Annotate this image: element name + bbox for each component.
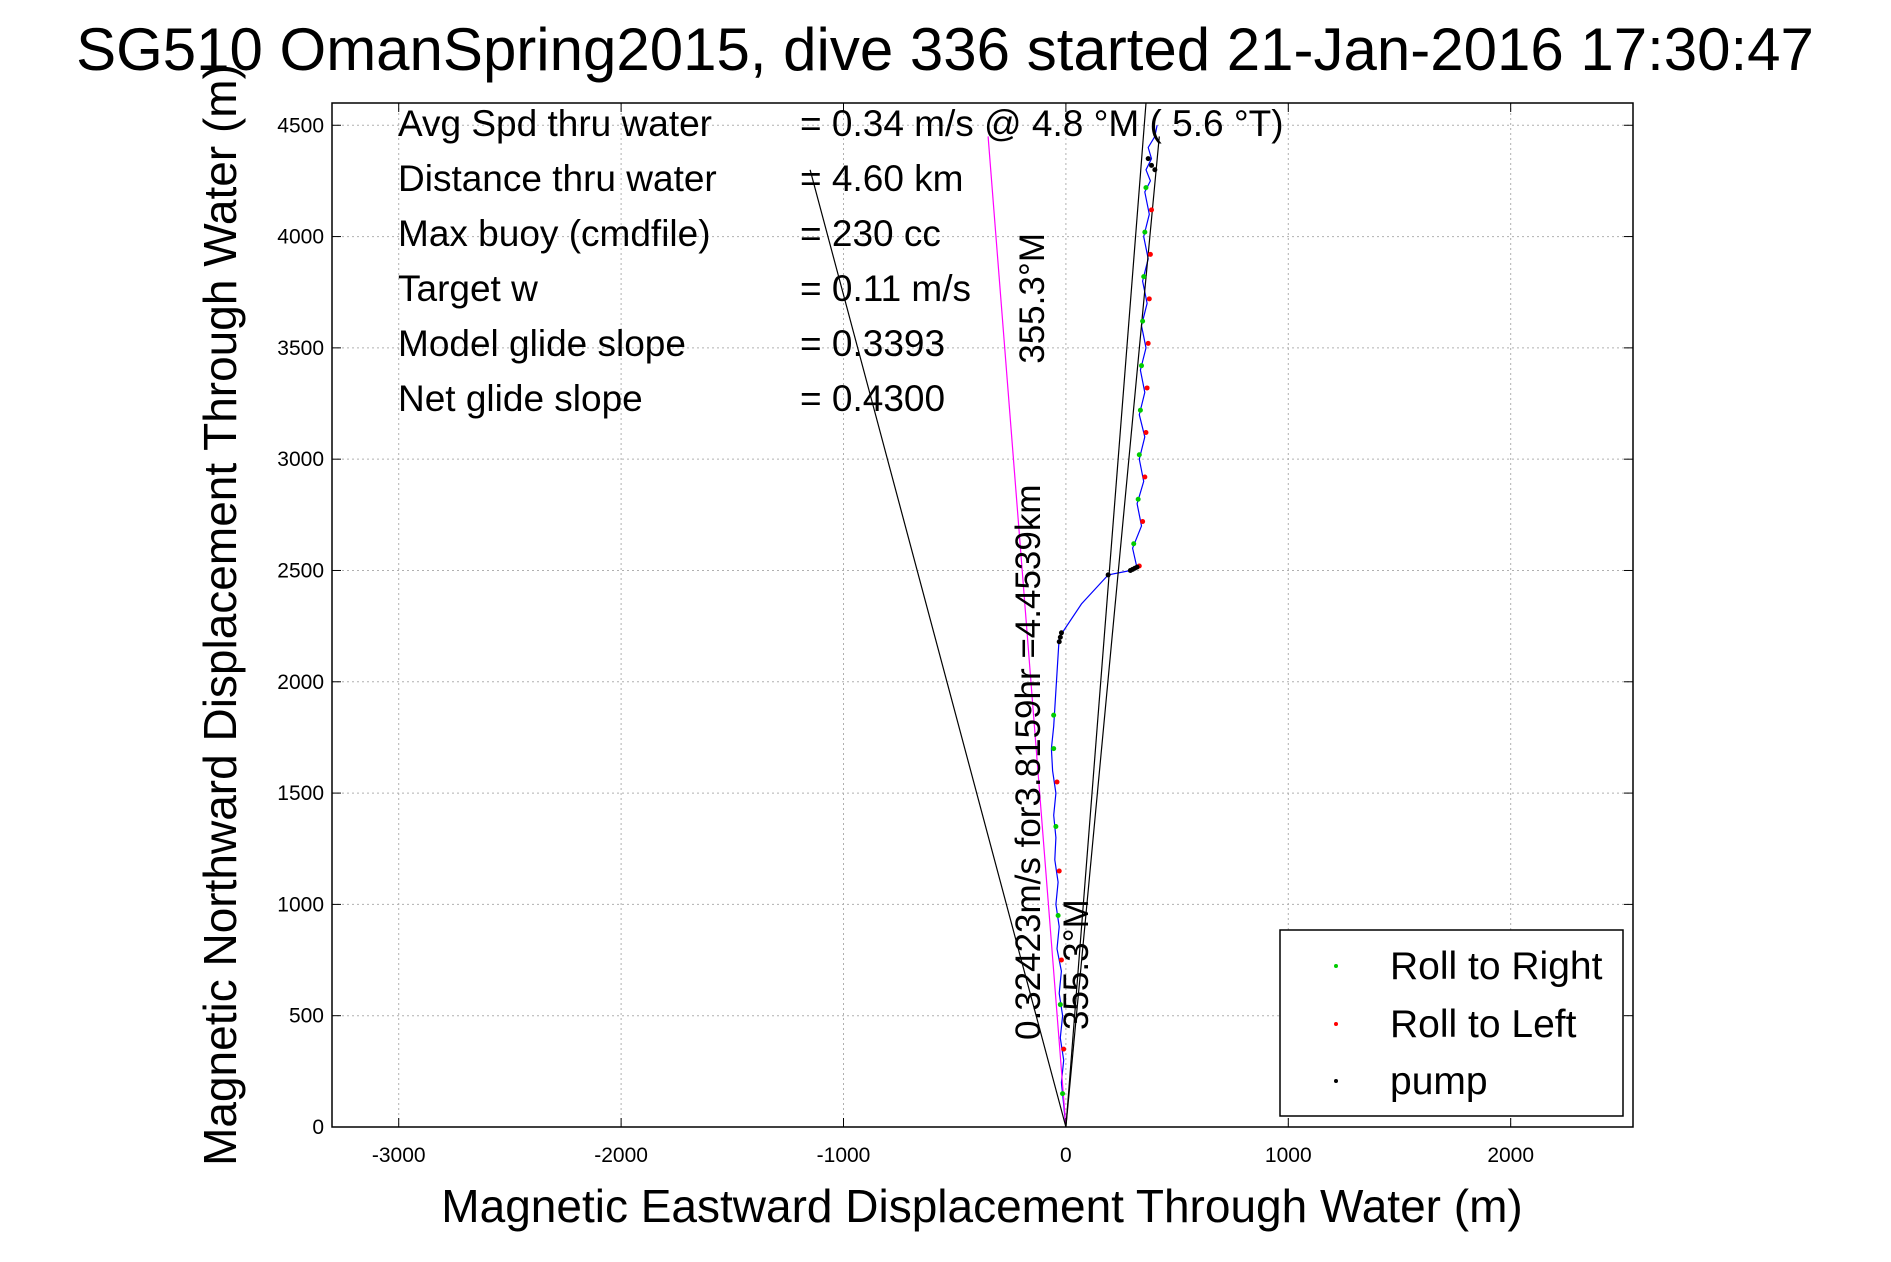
annotation-value: = 0.4300 (800, 378, 945, 419)
point-roll-to-right (1143, 185, 1149, 191)
chart-title: SG510 OmanSpring2015, dive 336 started 2… (76, 16, 1814, 83)
point-roll-to-right (1055, 913, 1061, 919)
y-tick-label: 0 (312, 1116, 324, 1139)
x-tick-label: -3000 (372, 1144, 426, 1167)
legend-marker-pump (1334, 1079, 1338, 1083)
point-roll-to-right (1131, 541, 1137, 547)
legend-label-roll-right: Roll to Right (1390, 945, 1603, 988)
point-roll-to-right (1053, 823, 1059, 829)
series-line-heading-line-black (809, 169, 1067, 1128)
point-roll-to-left (1147, 251, 1153, 257)
point-roll-to-right (1139, 363, 1145, 369)
y-tick-label: 2500 (277, 559, 324, 582)
speed-distance-label: 0.32423m/s for3.8159hr =4.4539km (1009, 484, 1048, 1040)
legend-label-pump: pump (1390, 1060, 1488, 1103)
point-roll-to-left (1140, 519, 1146, 525)
annotation-value: = 0.11 m/s (800, 268, 971, 309)
point-roll-to-right (1141, 274, 1147, 280)
data-points (1051, 156, 1158, 1097)
y-tick-label: 2000 (277, 671, 324, 694)
point-pump (1105, 572, 1111, 578)
x-tick-label: 1000 (1265, 1144, 1312, 1167)
point-pump (1057, 634, 1063, 640)
legend-marker-roll-right (1334, 964, 1338, 968)
annotation-label: Target w (398, 268, 538, 309)
y-axis-label: Magnetic Northward Displacement Through … (194, 64, 246, 1166)
point-pump (1134, 564, 1140, 570)
annotation-value: = 0.3393 (800, 323, 945, 364)
y-tick-label: 1500 (277, 782, 324, 805)
point-roll-to-right (1135, 496, 1141, 502)
series-line-net-track-line (1065, 102, 1147, 1128)
annotation-value: = 230 cc (800, 213, 941, 254)
point-pump (1058, 630, 1064, 636)
annotation-label: Distance thru water (398, 158, 717, 199)
plot-frame (331, 102, 1634, 1128)
x-tick-label: -2000 (594, 1144, 648, 1167)
legend-label-roll-left: Roll to Left (1390, 1003, 1577, 1046)
stats-annotations: Avg Spd thru water = 0.34 m/s @ 4.8 °M (… (398, 103, 1284, 419)
point-roll-to-right (1137, 407, 1143, 413)
x-tick-label: 2000 (1487, 1144, 1534, 1167)
grid (332, 103, 1633, 1128)
point-roll-to-left (1143, 429, 1149, 435)
point-roll-to-right (1051, 712, 1057, 718)
y-tick-label: 500 (289, 1005, 324, 1028)
x-tick-label: 0 (1060, 1144, 1072, 1167)
point-roll-to-left (1145, 340, 1151, 346)
y-tick-label: 1000 (277, 893, 324, 916)
point-roll-to-left (1058, 957, 1064, 963)
heading-label-bottom: 355.3°M (1057, 899, 1096, 1030)
y-tick-label: 4000 (277, 226, 324, 249)
data-lines (809, 102, 1160, 1128)
x-tick-label: -1000 (817, 1144, 871, 1167)
annotation-value: = 0.34 m/s @ 4.8 °M ( 5.6 °T) (800, 103, 1284, 144)
legend-marker-roll-left (1334, 1022, 1338, 1026)
point-roll-to-left (1146, 296, 1152, 302)
point-roll-to-right (1136, 452, 1142, 458)
y-tick-label: 3000 (277, 448, 324, 471)
series-line-heading-line-magenta (987, 136, 1067, 1128)
point-roll-to-left (1054, 779, 1060, 785)
annotation-value: = 4.60 km (800, 158, 964, 199)
point-roll-to-right (1051, 746, 1057, 752)
heading-label-top: 355.3°M (1013, 233, 1052, 364)
point-pump (1152, 167, 1158, 173)
point-roll-to-left (1056, 868, 1062, 874)
point-roll-to-left (1061, 1046, 1067, 1052)
point-roll-to-left (1144, 385, 1150, 391)
point-roll-to-right (1060, 1091, 1066, 1097)
annotation-label: Model glide slope (398, 323, 686, 364)
y-tick-label: 3500 (277, 337, 324, 360)
y-tick-label: 4500 (277, 114, 324, 137)
point-roll-to-left (1149, 207, 1155, 213)
point-roll-to-right (1140, 318, 1146, 324)
point-pump (1145, 156, 1151, 162)
point-pump (1149, 162, 1155, 168)
point-roll-to-right (1057, 1002, 1063, 1008)
point-roll-to-left (1142, 474, 1148, 480)
point-pump (1056, 639, 1062, 645)
series-line-current-line-black (1065, 136, 1160, 1128)
point-roll-to-right (1142, 229, 1148, 235)
legend: Roll to Right Roll to Left pump (1279, 929, 1624, 1117)
annotation-label: Avg Spd thru water (398, 103, 712, 144)
x-axis-label: Magnetic Eastward Displacement Through W… (441, 1180, 1522, 1232)
axis-ticks: -3000 -2000 -1000 0 1000 2000 0 500 1000 1500 2000… (277, 103, 1633, 1167)
annotation-label: Net glide slope (398, 378, 643, 419)
annotation-label: Max buoy (cmdfile) (398, 213, 711, 254)
